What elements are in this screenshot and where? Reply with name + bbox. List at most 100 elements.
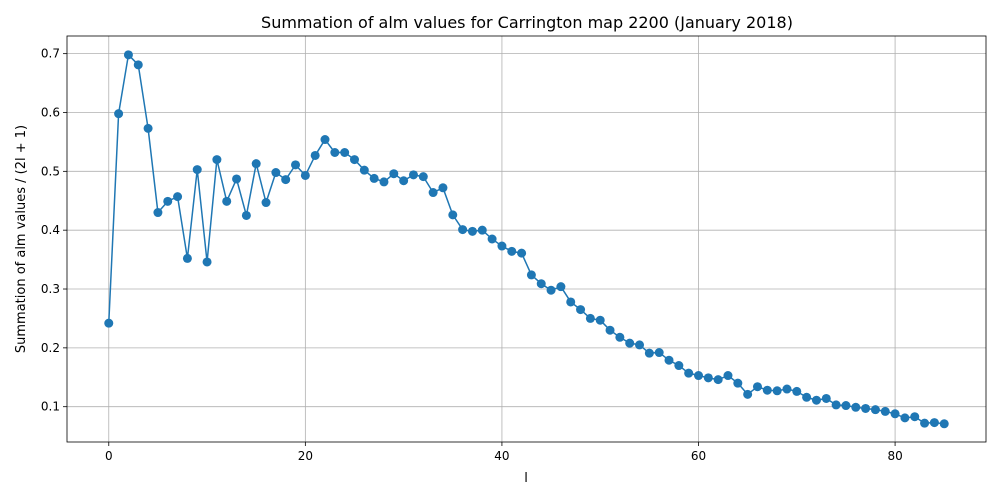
data-point bbox=[595, 315, 605, 325]
data-point bbox=[477, 225, 487, 235]
data-point bbox=[752, 382, 762, 392]
data-point bbox=[271, 168, 281, 178]
data-point bbox=[870, 405, 880, 415]
data-point bbox=[448, 210, 458, 220]
data-point bbox=[861, 403, 871, 413]
data-point bbox=[241, 210, 251, 220]
data-point bbox=[281, 175, 291, 185]
grid-layer bbox=[67, 36, 986, 442]
data-point bbox=[202, 257, 212, 267]
plot-frame bbox=[66, 35, 987, 443]
data-point bbox=[546, 285, 556, 295]
data-point bbox=[929, 418, 939, 428]
data-point bbox=[517, 248, 527, 258]
data-point bbox=[399, 176, 409, 186]
data-point bbox=[566, 297, 576, 307]
data-point bbox=[369, 173, 379, 183]
data-point bbox=[320, 135, 330, 145]
data-point bbox=[811, 395, 821, 405]
x-tick-label: 40 bbox=[494, 449, 509, 463]
data-point bbox=[713, 375, 723, 385]
data-point bbox=[851, 402, 861, 412]
data-point bbox=[831, 400, 841, 410]
y-axis-label: Summation of alm values / (2l + 1) bbox=[14, 125, 29, 353]
data-point bbox=[615, 332, 625, 342]
y-tick-label: 0.5 bbox=[41, 164, 60, 178]
chart-title: Summation of alm values for Carrington m… bbox=[261, 13, 793, 32]
data-point bbox=[467, 226, 477, 236]
tick-layer: 0 20 40 60 80 0.1 0.2 0.3 0.4 0.5 0.6 0.7 bbox=[41, 47, 903, 463]
data-point bbox=[212, 155, 222, 165]
data-point bbox=[772, 386, 782, 396]
data-point bbox=[939, 419, 949, 429]
y-tick-label: 0.7 bbox=[41, 47, 60, 61]
data-point bbox=[163, 196, 173, 206]
data-point bbox=[192, 165, 202, 175]
data-point bbox=[900, 413, 910, 423]
data-point bbox=[644, 348, 654, 358]
data-point bbox=[389, 169, 399, 179]
data-point bbox=[694, 371, 704, 381]
data-point bbox=[359, 165, 369, 175]
data-point bbox=[408, 170, 418, 180]
x-tick-label: 20 bbox=[298, 449, 313, 463]
data-point bbox=[703, 373, 713, 383]
data-point bbox=[910, 412, 920, 422]
data-point bbox=[792, 386, 802, 396]
data-point bbox=[576, 305, 586, 315]
data-point bbox=[458, 225, 468, 235]
data-point bbox=[635, 340, 645, 350]
data-point bbox=[743, 389, 753, 399]
data-point bbox=[300, 170, 310, 180]
x-axis-label: l bbox=[524, 471, 528, 486]
data-point bbox=[487, 234, 497, 244]
data-point bbox=[890, 409, 900, 419]
data-point bbox=[143, 123, 153, 133]
data-point bbox=[222, 196, 232, 206]
data-point bbox=[114, 109, 124, 119]
data-point bbox=[153, 208, 163, 218]
y-tick-label: 0.6 bbox=[41, 105, 60, 119]
data-point bbox=[310, 150, 320, 160]
data-point bbox=[684, 368, 694, 378]
data-point bbox=[104, 318, 114, 328]
data-point bbox=[133, 60, 143, 70]
x-tick-label: 80 bbox=[887, 449, 902, 463]
data-point bbox=[261, 198, 271, 208]
data-point bbox=[291, 160, 301, 170]
data-point bbox=[526, 270, 536, 280]
y-tick-label: 0.1 bbox=[41, 400, 60, 414]
data-point bbox=[379, 177, 389, 187]
data-point bbox=[802, 392, 812, 402]
data-point bbox=[330, 148, 340, 157]
data-point bbox=[182, 253, 192, 263]
series-layer bbox=[104, 50, 949, 429]
data-point bbox=[123, 50, 133, 60]
data-point bbox=[625, 338, 635, 348]
data-point bbox=[880, 406, 890, 416]
data-point bbox=[418, 172, 428, 182]
x-tick-label: 60 bbox=[691, 449, 706, 463]
data-point bbox=[556, 282, 566, 292]
data-point bbox=[841, 401, 851, 411]
data-point bbox=[173, 192, 183, 202]
x-tick-label: 0 bbox=[105, 449, 113, 463]
data-point bbox=[605, 325, 615, 335]
data-point bbox=[497, 241, 507, 251]
series-line bbox=[108, 54, 945, 425]
data-point bbox=[232, 174, 242, 184]
data-point bbox=[654, 348, 664, 358]
data-point bbox=[428, 188, 438, 198]
data-point bbox=[674, 361, 684, 371]
y-tick-label: 0.3 bbox=[41, 282, 60, 296]
data-point bbox=[536, 279, 546, 289]
data-point bbox=[782, 384, 792, 394]
y-tick-label: 0.4 bbox=[41, 223, 60, 237]
data-point bbox=[664, 355, 674, 365]
data-point bbox=[821, 393, 831, 403]
data-point bbox=[920, 418, 930, 428]
data-point bbox=[762, 385, 772, 395]
data-point bbox=[349, 155, 359, 165]
data-point bbox=[733, 378, 743, 388]
